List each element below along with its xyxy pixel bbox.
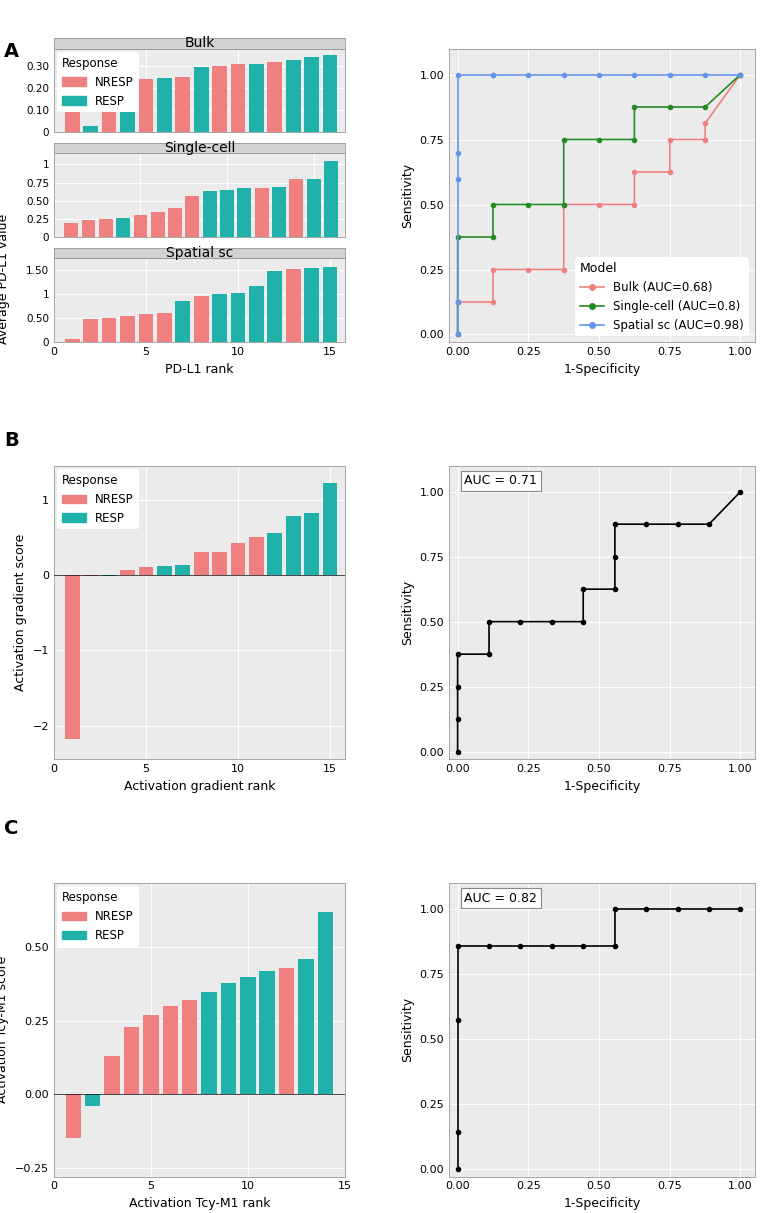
Bar [186, 195, 199, 238]
Bar [213, 295, 227, 342]
Bar [249, 537, 264, 575]
Text: AUC = 0.71: AUC = 0.71 [464, 474, 537, 488]
Legend: NRESP, RESP: NRESP, RESP [58, 887, 139, 946]
Bar [323, 55, 337, 132]
Bar [83, 319, 98, 342]
Bar [267, 62, 282, 132]
Bar [323, 267, 337, 342]
Bar [176, 78, 190, 132]
Legend: Bulk (AUC=0.68), Single-cell (AUC=0.8), Spatial sc (AUC=0.98): Bulk (AUC=0.68), Single-cell (AUC=0.8), … [575, 257, 748, 336]
Bar [249, 286, 264, 342]
Bar [306, 180, 320, 238]
Bar [120, 315, 135, 342]
X-axis label: Activation gradient rank: Activation gradient rank [124, 780, 275, 793]
Bar [139, 79, 153, 132]
Text: AUC = 0.82: AUC = 0.82 [464, 892, 537, 905]
Bar [267, 272, 282, 342]
Bar [237, 188, 251, 238]
Bar [259, 970, 275, 1094]
Y-axis label: Activation gradient score: Activation gradient score [14, 534, 27, 691]
Bar [279, 968, 294, 1094]
X-axis label: 1-Specificity: 1-Specificity [563, 780, 641, 793]
Y-axis label: Sensitivity: Sensitivity [401, 163, 414, 228]
Y-axis label: Activation Tcy-M1 score: Activation Tcy-M1 score [0, 956, 9, 1104]
Y-axis label: Sensitivity: Sensitivity [401, 580, 414, 645]
Bar [102, 97, 116, 132]
Bar [213, 67, 227, 132]
Bar [65, 575, 79, 739]
Text: Average PD-L1 value: Average PD-L1 value [0, 213, 10, 344]
Bar [249, 64, 264, 132]
Bar [194, 296, 209, 342]
Bar [85, 1094, 100, 1106]
Bar [83, 126, 98, 132]
Text: A: A [4, 42, 19, 62]
Bar [220, 190, 234, 238]
Bar [272, 187, 286, 238]
Bar [139, 313, 153, 342]
Bar [176, 301, 190, 342]
Bar [231, 64, 246, 132]
Bar [157, 79, 172, 132]
Bar [286, 269, 300, 342]
Bar [290, 180, 303, 238]
Bar [133, 216, 147, 238]
Bar [168, 209, 182, 238]
Bar [120, 81, 135, 132]
Bar [162, 1007, 178, 1094]
Bar [139, 568, 153, 575]
Bar [143, 1015, 159, 1094]
Bar [65, 1094, 81, 1139]
Bar [116, 217, 130, 238]
Bar [104, 1057, 120, 1094]
Bar [304, 57, 319, 132]
Bar [203, 192, 216, 238]
Bar [157, 313, 172, 342]
Bar [323, 483, 337, 575]
Bar [286, 59, 300, 132]
Bar [102, 318, 116, 342]
Bar [194, 552, 209, 575]
Legend: NRESP, RESP: NRESP, RESP [58, 469, 139, 529]
Bar [82, 220, 95, 238]
Legend: NRESP, RESP: NRESP, RESP [58, 52, 139, 113]
Bar [157, 565, 172, 575]
X-axis label: 1-Specificity: 1-Specificity [563, 363, 641, 376]
Bar [65, 338, 79, 342]
Text: B: B [4, 431, 18, 450]
Bar [240, 976, 256, 1094]
Bar [324, 161, 338, 238]
Bar [304, 513, 319, 575]
Bar [124, 1026, 139, 1094]
Y-axis label: Sensitivity: Sensitivity [401, 997, 414, 1063]
Bar [267, 534, 282, 575]
Bar [83, 575, 98, 576]
X-axis label: 1-Specificity: 1-Specificity [563, 1197, 641, 1211]
Bar [120, 570, 135, 575]
Bar [318, 912, 333, 1094]
Bar [182, 1001, 197, 1094]
Bar [65, 87, 79, 132]
Bar [286, 517, 300, 575]
X-axis label: Activation Tcy-M1 rank: Activation Tcy-M1 rank [129, 1197, 270, 1211]
X-axis label: PD-L1 rank: PD-L1 rank [165, 363, 233, 376]
Bar [213, 552, 227, 575]
Text: C: C [4, 819, 18, 838]
Bar [201, 991, 217, 1094]
Bar [99, 220, 112, 238]
Bar [194, 67, 209, 132]
Bar [298, 959, 313, 1094]
Bar [221, 983, 236, 1094]
Bar [231, 543, 246, 575]
Bar [255, 188, 269, 238]
Bar [304, 268, 319, 342]
Bar [231, 294, 246, 342]
Bar [176, 565, 190, 575]
Bar [64, 223, 78, 238]
Bar [151, 212, 165, 238]
